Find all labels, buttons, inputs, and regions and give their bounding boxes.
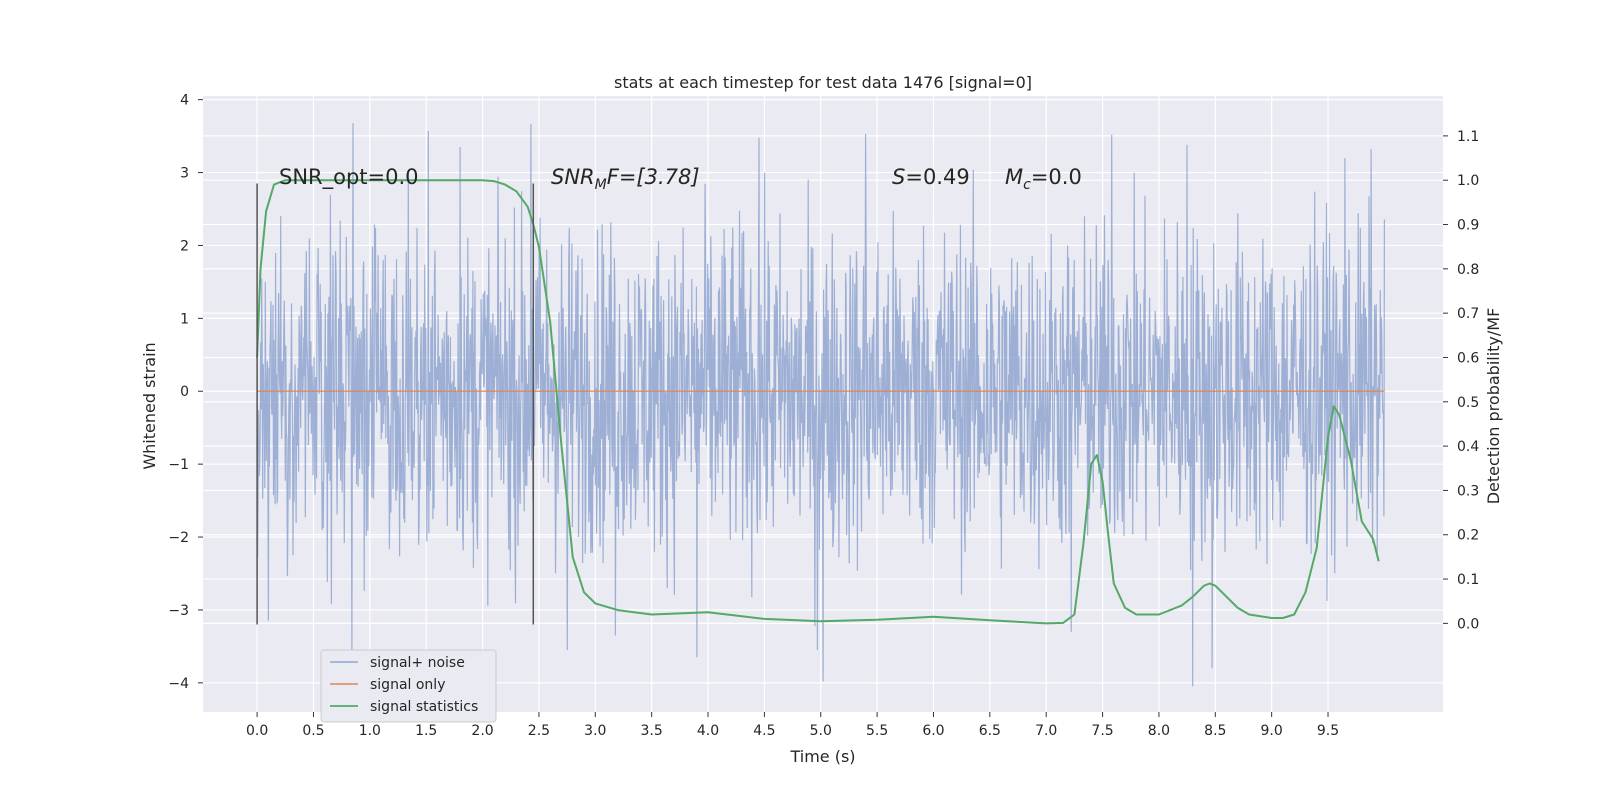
y-right-tick-label: 0.4: [1457, 439, 1479, 455]
x-tick-label: 6.0: [922, 723, 944, 739]
x-tick-label: 4.0: [697, 723, 719, 739]
x-tick-label: 5.0: [810, 723, 832, 739]
y-right-tick-label: 0.3: [1457, 483, 1479, 499]
x-tick-label: 8.5: [1204, 723, 1226, 739]
x-tick-label: 6.5: [979, 723, 1001, 739]
legend-label-signal-noise: signal+ noise: [370, 655, 465, 671]
annotation-snr-mf-prefix: SNR: [551, 165, 595, 189]
y-right-tick-label: 0.0: [1457, 616, 1479, 632]
y-right-tick-label: 0.1: [1457, 572, 1479, 588]
x-tick-label: 2.5: [528, 723, 550, 739]
y-right-tick-label: 1.1: [1457, 129, 1479, 145]
y-tick-label: −2: [168, 530, 189, 546]
legend-box: [320, 649, 497, 723]
y-right-axis-label: Detection probability/MF: [1484, 308, 1503, 505]
annotation-s-value: =0.49: [905, 165, 969, 189]
y-right-tick-labels: 1.1 1.0 0.9 0.8 0.7 0.6 0.5 0.4 0.3 0.2 0.1 0.0: [1443, 129, 1479, 632]
x-tick-label: 1.5: [415, 723, 437, 739]
y-right-tick-label: 0.5: [1457, 395, 1479, 411]
y-tick-label: −3: [168, 603, 189, 619]
y-right-tick-label: 0.9: [1457, 218, 1479, 234]
annotation-s-prefix: S: [892, 165, 905, 189]
y-tick-label: −4: [168, 676, 189, 692]
series-line-signal-noise: [256, 122, 1386, 687]
x-tick-label: 8.0: [1148, 723, 1170, 739]
x-tick-labels: 0.0 0.5 1.0 1.5 2.0 2.5 3.0 3.5 4.0 4.5 5.0 5.5 6.0 6…: [246, 712, 1339, 739]
y-tick-label: 4: [180, 93, 189, 109]
y-right-tick-label: 0.6: [1457, 350, 1479, 366]
annotation-mc: Mc=0.0: [1005, 165, 1082, 193]
y-tick-label: −1: [168, 457, 189, 473]
signal-noise-trace: [256, 122, 1386, 687]
x-tick-label: 9.0: [1261, 723, 1283, 739]
y-tick-label: 3: [180, 166, 189, 182]
annotation-snr-mf: SNRMF=[3.78]: [551, 165, 700, 193]
annotation-s: S=0.49: [892, 165, 970, 189]
vertical-markers: [256, 183, 535, 625]
x-tick-label: 3.0: [584, 723, 606, 739]
x-axis-label: Time (s): [789, 747, 855, 766]
x-tick-label: 7.0: [1035, 723, 1057, 739]
y-tick-labels: 4 3 2 1 0 −1 −2 −3 −4: [168, 93, 203, 692]
x-tick-label: 9.5: [1317, 723, 1339, 739]
y-tick-label: 1: [180, 311, 189, 327]
legend-label-signal-only: signal only: [370, 677, 445, 693]
y-right-tick-label: 0.8: [1457, 262, 1479, 278]
series-line-signal-statistics: [256, 179, 1380, 625]
y-tick-label: 2: [180, 238, 189, 254]
legend: signal+ noise signal only signal statist…: [320, 649, 497, 723]
annotation-mc-value: =0.0: [1031, 165, 1082, 189]
x-tick-label: 1.0: [359, 723, 381, 739]
y-axis-label: Whitened strain: [140, 342, 159, 469]
x-tick-label: 0.5: [302, 723, 324, 739]
y-right-tick-label: 0.7: [1457, 306, 1479, 322]
x-tick-label: 3.5: [641, 723, 663, 739]
plot-title: stats at each timestep for test data 147…: [614, 73, 1032, 92]
annotation-snr-mf-suffix: F=[3.78]: [607, 165, 700, 189]
annotation-snr-opt: SNR_opt=0.0: [279, 165, 419, 190]
x-tick-label: 4.5: [753, 723, 775, 739]
series-layer: [256, 179, 1385, 625]
x-tick-label: 0.0: [246, 723, 268, 739]
annotation-snr-mf-sub: M: [595, 177, 607, 193]
y-right-tick-label: 0.2: [1457, 528, 1479, 544]
legend-label-signal-statistics: signal statistics: [370, 699, 478, 715]
x-tick-label: 7.5: [1091, 723, 1113, 739]
x-tick-label: 5.5: [866, 723, 888, 739]
y-right-tick-label: 1.0: [1457, 173, 1479, 189]
annotation-mc-sub: c: [1023, 177, 1031, 193]
y-tick-label: 0: [180, 384, 189, 400]
x-tick-label: 2.0: [471, 723, 493, 739]
annotation-mc-prefix: M: [1005, 165, 1023, 189]
